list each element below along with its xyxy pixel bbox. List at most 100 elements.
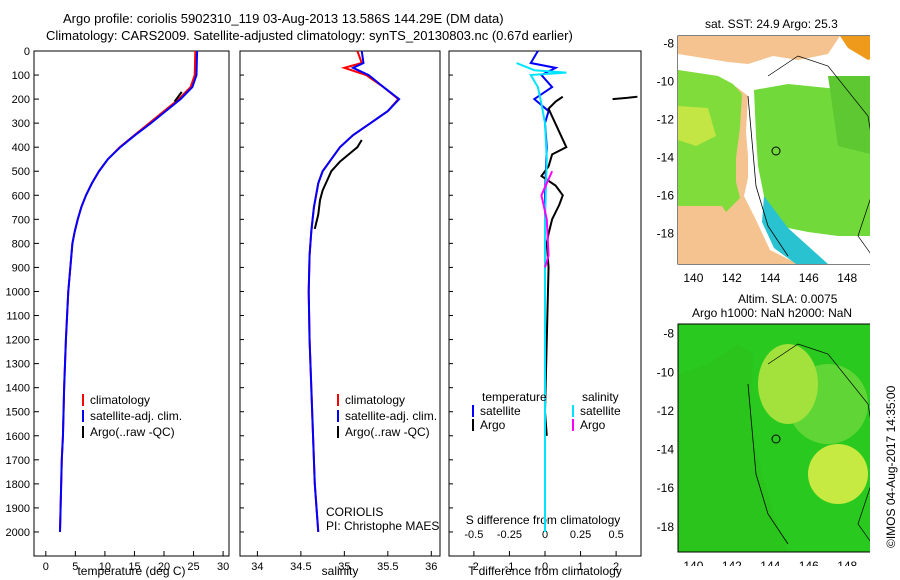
map-lat-label: -10 [657, 365, 675, 379]
map-lat-label: -16 [657, 189, 675, 203]
x-tick-label: 15 [128, 561, 140, 573]
sla-map: 140 142 144 146 148 -8 -10 -12 -14 -16 -18 [657, 323, 870, 566]
legend-temp-argo: Argo [472, 418, 505, 432]
legend-item-satellite: satellite-adj. clim. [82, 408, 182, 424]
x-tick-label: 35.5 [377, 561, 398, 573]
map-lon-label: 146 [799, 271, 819, 285]
legend-item-argo: Argo(..raw -QC) [82, 424, 182, 440]
top-axis-label: S difference from climatology [466, 513, 621, 527]
y-tick-label: 1300 [6, 359, 30, 371]
map-lat-label: -14 [657, 151, 675, 165]
argo-location-marker [771, 146, 781, 156]
top-tick-label: 0.25 [570, 529, 591, 541]
x-tick-label: 0 [542, 561, 548, 573]
pi-line1: CORIOLIS [326, 505, 384, 519]
map-land-sla [678, 344, 788, 552]
x-tick-label: 1 [577, 561, 583, 573]
series-argo-raw-qc- [313, 139, 363, 230]
legend-item-satellite: satellite-adj. clim. [337, 408, 437, 424]
panel-difference-from-climatology: -2 -1 0 1 2T difference from climatology -0.5… [448, 50, 642, 578]
y-tick-label: 1900 [6, 503, 30, 515]
legend-temperature: climatology satellite-adj. clim. Argo(..… [82, 392, 182, 440]
legend-salinity: climatology satellite-adj. clim. Argo(..… [337, 392, 437, 440]
map-lon-label: 144 [760, 559, 780, 566]
map-lat-label: -12 [657, 113, 675, 127]
legend-temperature-heading: temperature [482, 390, 547, 404]
x-tick-label: 34 [251, 561, 263, 573]
x-tick-label: 25 [187, 561, 199, 573]
map-sla-title-1: Altim. SLA: 0.0075 [738, 292, 838, 306]
x-axis-label: salinity [322, 564, 359, 578]
legend-item-climatology: climatology [337, 392, 437, 408]
chart-title-line2: Climatology: CARS2009. Satellite-adjuste… [46, 28, 573, 43]
series-climatology [59, 50, 197, 532]
map-lon-label: 148 [837, 559, 857, 566]
map-lon-label: 148 [837, 271, 857, 285]
x-axis-label: T difference from climatology [468, 564, 622, 578]
series-salinity-satellite [516, 62, 567, 532]
y-tick-label: 400 [12, 142, 30, 154]
y-tick-label: 0 [24, 46, 30, 58]
credit-text: ©IMOS 04-Aug-2017 14:35:00 [884, 385, 898, 548]
y-tick-label: 600 [12, 190, 30, 202]
y-tick-label: 1600 [6, 431, 30, 443]
top-tick-label: 0.5 [608, 529, 623, 541]
plot-frame [33, 50, 230, 557]
y-tick-label: 500 [12, 166, 30, 178]
series-satellite-adj-clim- [59, 50, 199, 532]
legend-salinity-heading: salinity [582, 390, 619, 404]
y-tick-label: 300 [12, 118, 30, 130]
map-lat-label: -8 [663, 327, 674, 341]
x-tick-label: 30 [217, 561, 229, 573]
map-lat-label: -12 [657, 404, 675, 418]
x-tick-label: 36 [425, 561, 437, 573]
map-lon-label: 144 [760, 271, 780, 285]
sst-map: 140 142 144 146 148 -8 -10 -12 -14 -16 -18 [657, 35, 870, 285]
y-tick-label: 100 [12, 70, 30, 82]
argo-location-marker-sla [771, 434, 781, 444]
chart-title-line1: Argo profile: coriolis 5902310_119 03-Au… [63, 11, 504, 26]
x-tick-label: 0 [43, 561, 49, 573]
legend-temp-satellite: satellite [472, 404, 521, 418]
map-lon-label: 140 [683, 271, 703, 285]
series-salinity-argo [540, 170, 554, 268]
map-sst-title: sat. SST: 24.9 Argo: 25.3 [705, 17, 838, 31]
map-lon-label: 146 [799, 559, 819, 566]
series-climatology [307, 50, 400, 533]
top-tick-label: -0.25 [497, 529, 522, 541]
series-temperature-satellite [529, 50, 559, 532]
x-tick-label: 20 [158, 561, 170, 573]
y-tick-label: 2000 [6, 527, 30, 539]
y-tick-label: 900 [12, 262, 30, 274]
y-tick-label: 800 [12, 238, 30, 250]
series-argo-upper- [612, 95, 638, 101]
pi-line2: PI: Christophe MAES [326, 519, 440, 533]
map-sla-title-2: Argo h1000: NaN h2000: NaN [692, 306, 853, 320]
legend-sal-satellite: satellite [572, 404, 621, 418]
map-sst-field [678, 70, 742, 212]
x-axis-label: temperature (deg C) [77, 564, 185, 578]
panel-temperature: 0100200300400500600700800900100011001200… [6, 46, 230, 578]
x-tick-label: 10 [99, 561, 111, 573]
map-lat-label: -8 [663, 37, 674, 51]
x-tick-label: 35 [338, 561, 350, 573]
map-lon-label: 140 [683, 559, 703, 566]
series-satellite-adj-clim- [307, 50, 401, 533]
y-tick-label: 1700 [6, 455, 30, 467]
y-tick-label: 1400 [6, 383, 30, 395]
y-tick-label: 1800 [6, 479, 30, 491]
top-tick-label: -0.5 [464, 529, 483, 541]
map-lat-label: -18 [657, 227, 675, 241]
map-lon-label: 142 [722, 271, 742, 285]
series-argo-raw-qc- [173, 91, 183, 103]
x-tick-label: -1 [505, 561, 515, 573]
map-lat-label: -16 [657, 481, 675, 495]
y-tick-label: 1200 [6, 335, 30, 347]
top-tick-label: 0 [542, 529, 548, 541]
legend-difference: temperature salinity satellite Argo sate… [470, 390, 630, 436]
map-lat-label: -18 [657, 520, 675, 534]
y-tick-label: 700 [12, 214, 30, 226]
legend-item-argo: Argo(..raw -QC) [337, 424, 437, 440]
panel-salinity: 34 34.5 35 35.5 36 salinity [239, 50, 441, 578]
